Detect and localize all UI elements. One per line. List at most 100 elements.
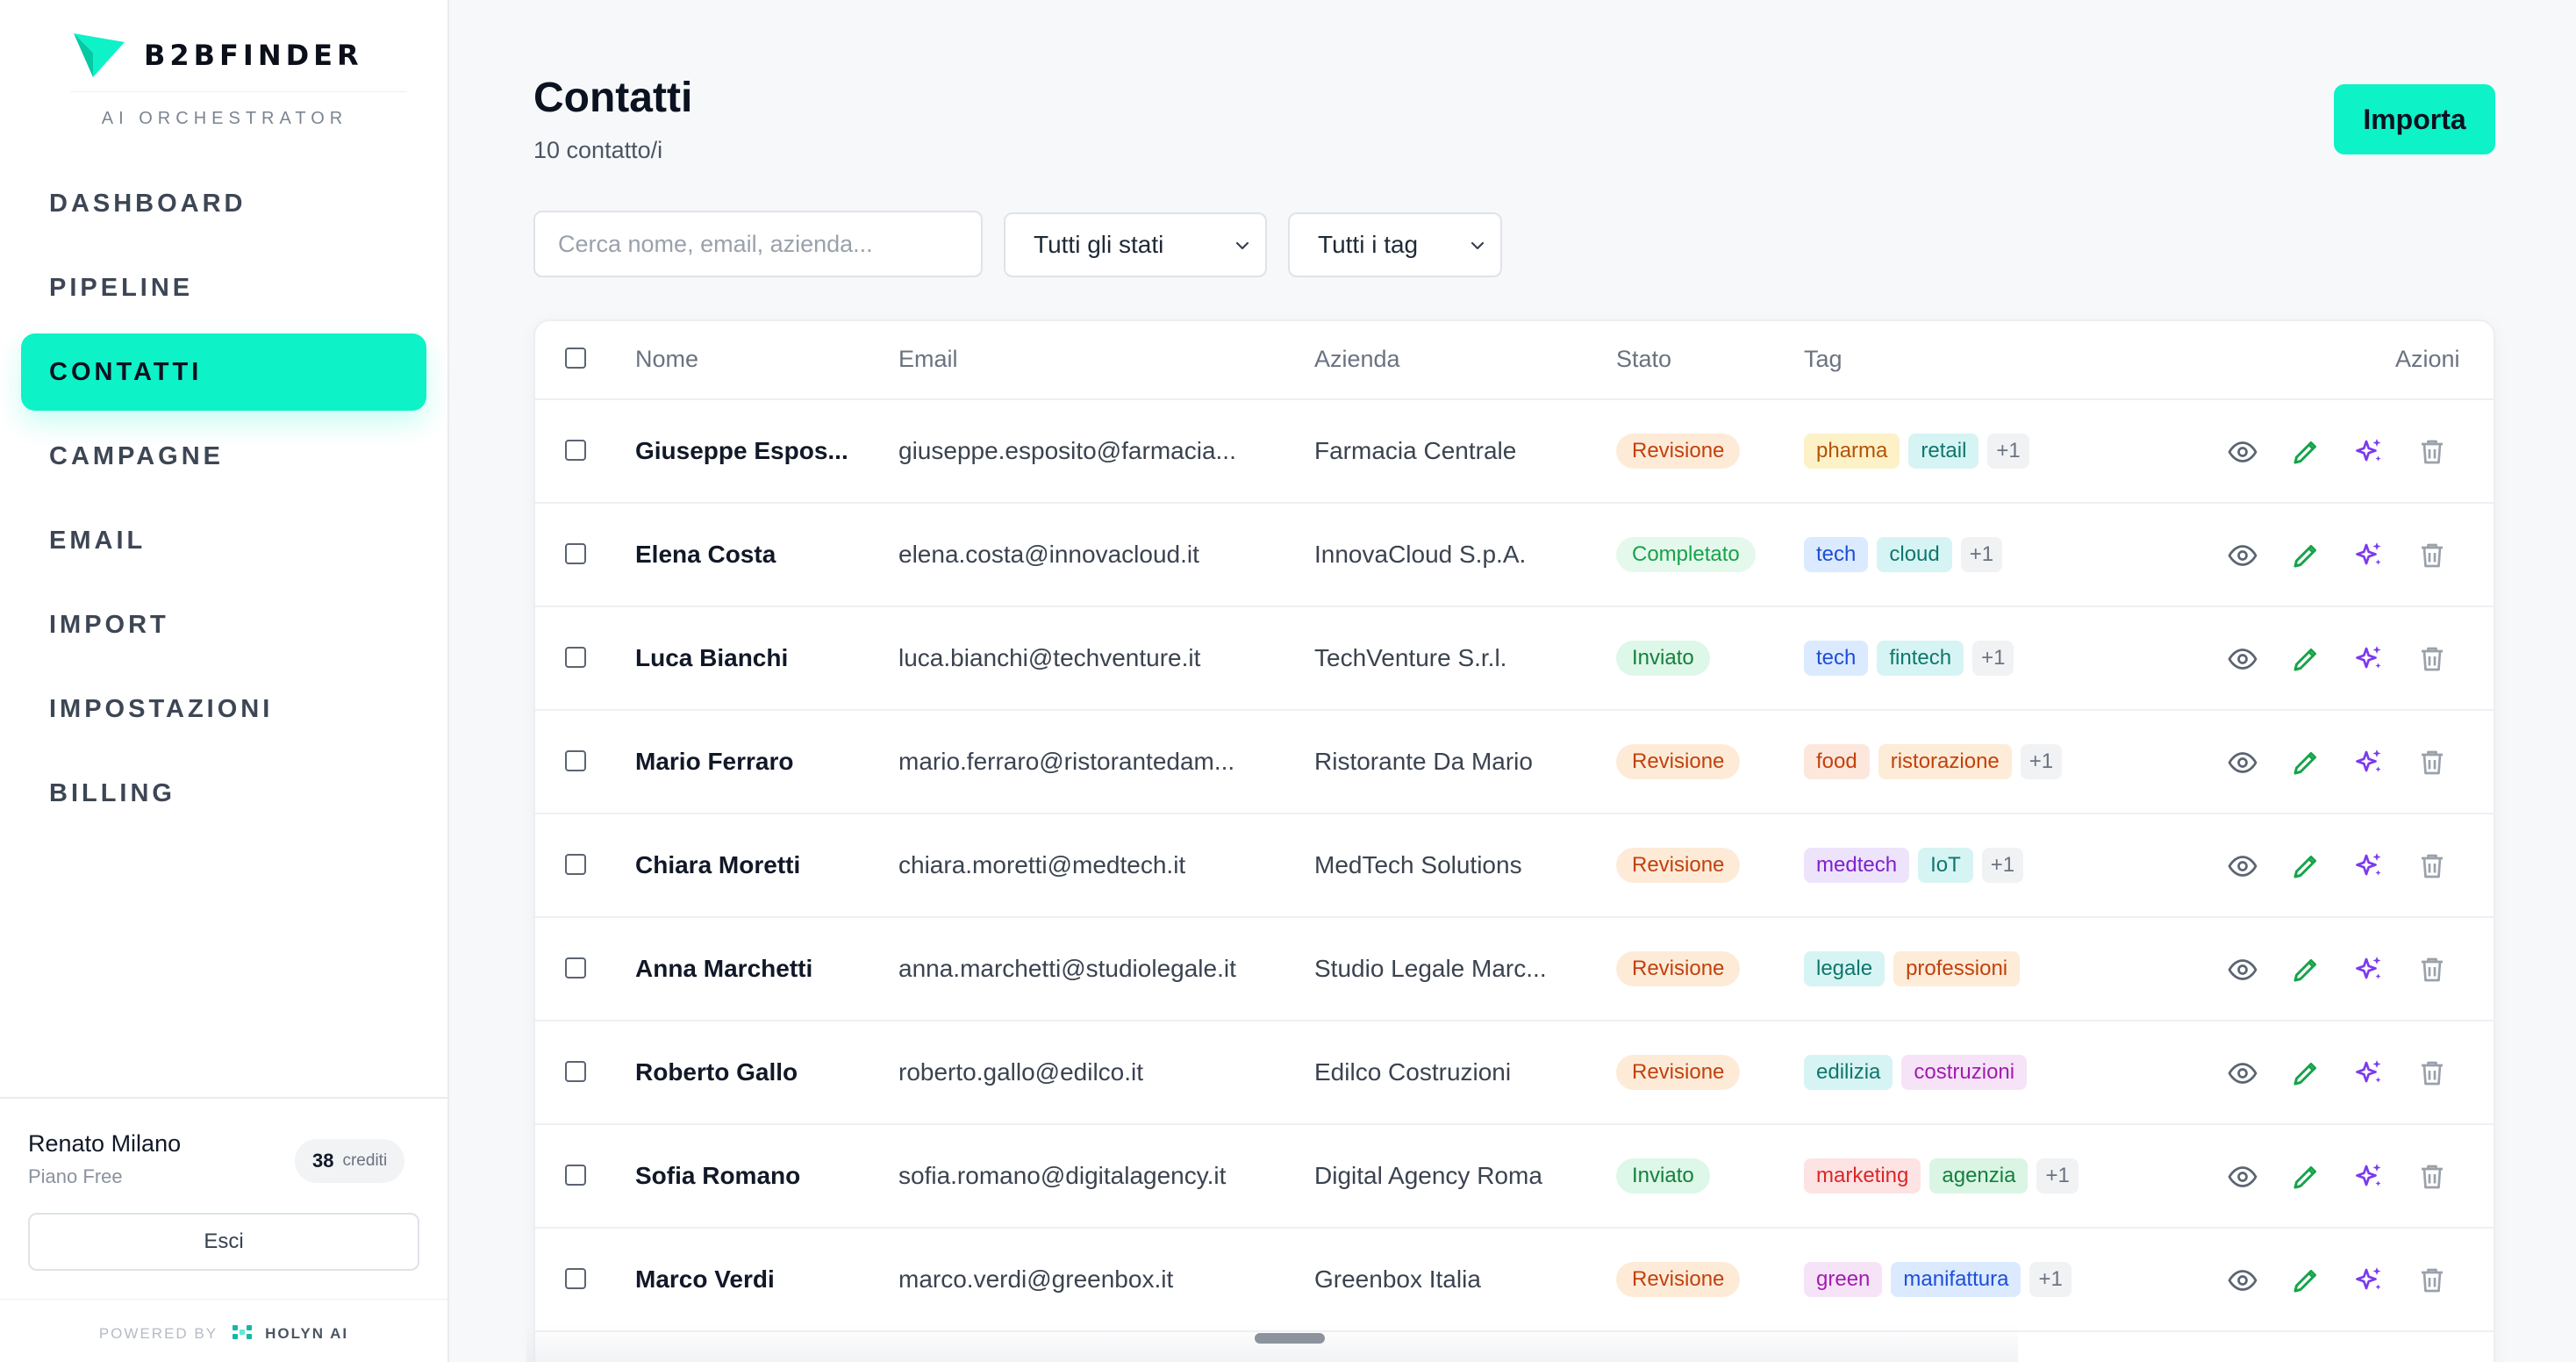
import-button[interactable]: Importa	[2334, 84, 2495, 154]
row-checkbox[interactable]	[565, 1061, 586, 1082]
table-row[interactable]: Elena Costa elena.costa@innovacloud.it Inn…	[535, 504, 2494, 607]
eye-icon[interactable]	[2227, 850, 2258, 882]
contact-name[interactable]: Chiara Moretti	[635, 851, 801, 878]
app-logo[interactable]: B2BFINDER	[74, 33, 363, 77]
contact-name[interactable]: Anna Marchetti	[635, 955, 813, 982]
pencil-icon[interactable]	[2290, 954, 2322, 986]
eye-icon[interactable]	[2227, 643, 2258, 675]
eye-icon[interactable]	[2227, 954, 2258, 986]
sidebar-item-contatti[interactable]: CONTATTI	[21, 333, 426, 411]
sidebar-item-import[interactable]: IMPORT	[49, 610, 169, 639]
sidebar-item-pipeline[interactable]: PIPELINE	[49, 273, 194, 302]
sparkles-icon[interactable]	[2353, 954, 2385, 986]
sparkles-icon[interactable]	[2353, 1265, 2385, 1296]
pencil-icon[interactable]	[2290, 747, 2322, 778]
sidebar-item-impostazioni[interactable]: IMPOSTAZIONI	[49, 694, 274, 723]
more-tags-chip[interactable]: +1	[1972, 641, 2014, 676]
column-header-company[interactable]: Azienda	[1314, 346, 1400, 372]
table-row[interactable]: Luca Bianchi luca.bianchi@techventure.it T…	[535, 607, 2494, 711]
more-tags-chip[interactable]: +1	[2036, 1158, 2079, 1194]
column-header-status[interactable]: Stato	[1616, 346, 1672, 372]
trash-icon[interactable]	[2416, 954, 2448, 986]
more-tags-chip[interactable]: +1	[1960, 537, 2003, 572]
status-badge: Revisione	[1616, 434, 1741, 469]
more-tags-chip[interactable]: +1	[2020, 744, 2063, 779]
trash-icon[interactable]	[2416, 1265, 2448, 1296]
contact-email: luca.bianchi@techventure.it	[898, 644, 1201, 671]
more-tags-chip[interactable]: +1	[1981, 848, 2024, 883]
sidebar-item-email[interactable]: EMAIL	[49, 526, 147, 555]
table-row[interactable]: Roberto Gallo roberto.gallo@edilco.it Edil…	[535, 1022, 2494, 1125]
table-row[interactable]: Marco Verdi marco.verdi@greenbox.it Greenb…	[535, 1229, 2494, 1332]
select-all-checkbox[interactable]	[565, 348, 586, 369]
more-tags-chip[interactable]: +1	[2029, 1262, 2072, 1297]
row-actions	[2227, 1265, 2479, 1296]
pencil-icon[interactable]	[2290, 850, 2322, 882]
column-header-name[interactable]: Nome	[635, 346, 699, 372]
row-checkbox[interactable]	[565, 543, 586, 564]
column-header-tags[interactable]: Tag	[1804, 346, 1843, 372]
horizontal-scrollbar[interactable]	[1255, 1333, 1325, 1344]
trash-icon[interactable]	[2416, 1161, 2448, 1193]
trash-icon[interactable]	[2416, 540, 2448, 571]
pencil-icon[interactable]	[2290, 1057, 2322, 1089]
sparkles-icon[interactable]	[2353, 1057, 2385, 1089]
sidebar-item-billing[interactable]: BILLING	[49, 778, 175, 807]
eye-icon[interactable]	[2227, 540, 2258, 571]
pencil-icon[interactable]	[2290, 1161, 2322, 1193]
contact-name[interactable]: Mario Ferraro	[635, 748, 794, 775]
row-actions	[2227, 1161, 2479, 1193]
table-row[interactable]: Giuseppe Espos... giuseppe.esposito@farma…	[535, 400, 2494, 504]
sidebar-item-campagne[interactable]: CAMPAGNE	[49, 441, 225, 470]
row-checkbox[interactable]	[565, 647, 586, 668]
row-checkbox[interactable]	[565, 1268, 586, 1289]
sparkles-icon[interactable]	[2353, 850, 2385, 882]
sparkles-icon[interactable]	[2353, 747, 2385, 778]
table-row[interactable]: Anna Marchetti anna.marchetti@studiolegal…	[535, 918, 2494, 1022]
contact-name[interactable]: Marco Verdi	[635, 1265, 775, 1293]
table-header: Nome Email Azienda Stato Tag Azioni	[535, 321, 2494, 400]
sidebar-item-dashboard[interactable]: DASHBOARD	[49, 189, 247, 218]
status-filter-select[interactable]: Tutti gli stati	[1004, 212, 1267, 277]
row-checkbox[interactable]	[565, 440, 586, 461]
pencil-icon[interactable]	[2290, 1265, 2322, 1296]
sparkles-icon[interactable]	[2353, 1161, 2385, 1193]
column-header-email[interactable]: Email	[898, 346, 958, 372]
trash-icon[interactable]	[2416, 1057, 2448, 1089]
eye-icon[interactable]	[2227, 1265, 2258, 1296]
eye-icon[interactable]	[2227, 436, 2258, 468]
row-checkbox[interactable]	[565, 1165, 586, 1186]
row-checkbox[interactable]	[565, 957, 586, 978]
row-checkbox[interactable]	[565, 854, 586, 875]
table-row[interactable]: Mario Ferraro mario.ferraro@ristorantedam…	[535, 711, 2494, 814]
sparkles-icon[interactable]	[2353, 643, 2385, 675]
sparkles-icon[interactable]	[2353, 436, 2385, 468]
trash-icon[interactable]	[2416, 850, 2448, 882]
logout-button[interactable]: Esci	[28, 1213, 419, 1271]
eye-icon[interactable]	[2227, 747, 2258, 778]
contact-name[interactable]: Giuseppe Espos...	[635, 437, 848, 464]
tag-filter-select[interactable]: Tutti i tag	[1288, 212, 1502, 277]
search-input[interactable]	[533, 211, 983, 277]
contact-name[interactable]: Roberto Gallo	[635, 1058, 798, 1086]
pencil-icon[interactable]	[2290, 436, 2322, 468]
table-row[interactable]: Chiara Moretti chiara.moretti@medtech.it M…	[535, 814, 2494, 918]
contact-email: marco.verdi@greenbox.it	[898, 1265, 1174, 1293]
pencil-icon[interactable]	[2290, 540, 2322, 571]
row-checkbox[interactable]	[565, 750, 586, 771]
eye-icon[interactable]	[2227, 1057, 2258, 1089]
tag-list: tech cloud +1	[1804, 537, 2003, 572]
trash-icon[interactable]	[2416, 747, 2448, 778]
contact-name[interactable]: Elena Costa	[635, 541, 776, 568]
logo-arrow-icon	[74, 33, 125, 77]
contact-name[interactable]: Luca Bianchi	[635, 644, 789, 671]
trash-icon[interactable]	[2416, 643, 2448, 675]
sparkles-icon[interactable]	[2353, 540, 2385, 571]
more-tags-chip[interactable]: +1	[1987, 434, 2029, 469]
eye-icon[interactable]	[2227, 1161, 2258, 1193]
credits-badge: 38 crediti	[295, 1139, 405, 1183]
pencil-icon[interactable]	[2290, 643, 2322, 675]
trash-icon[interactable]	[2416, 436, 2448, 468]
table-row[interactable]: Sofia Romano sofia.romano@digitalagency.i…	[535, 1125, 2494, 1229]
contact-name[interactable]: Sofia Romano	[635, 1162, 801, 1189]
